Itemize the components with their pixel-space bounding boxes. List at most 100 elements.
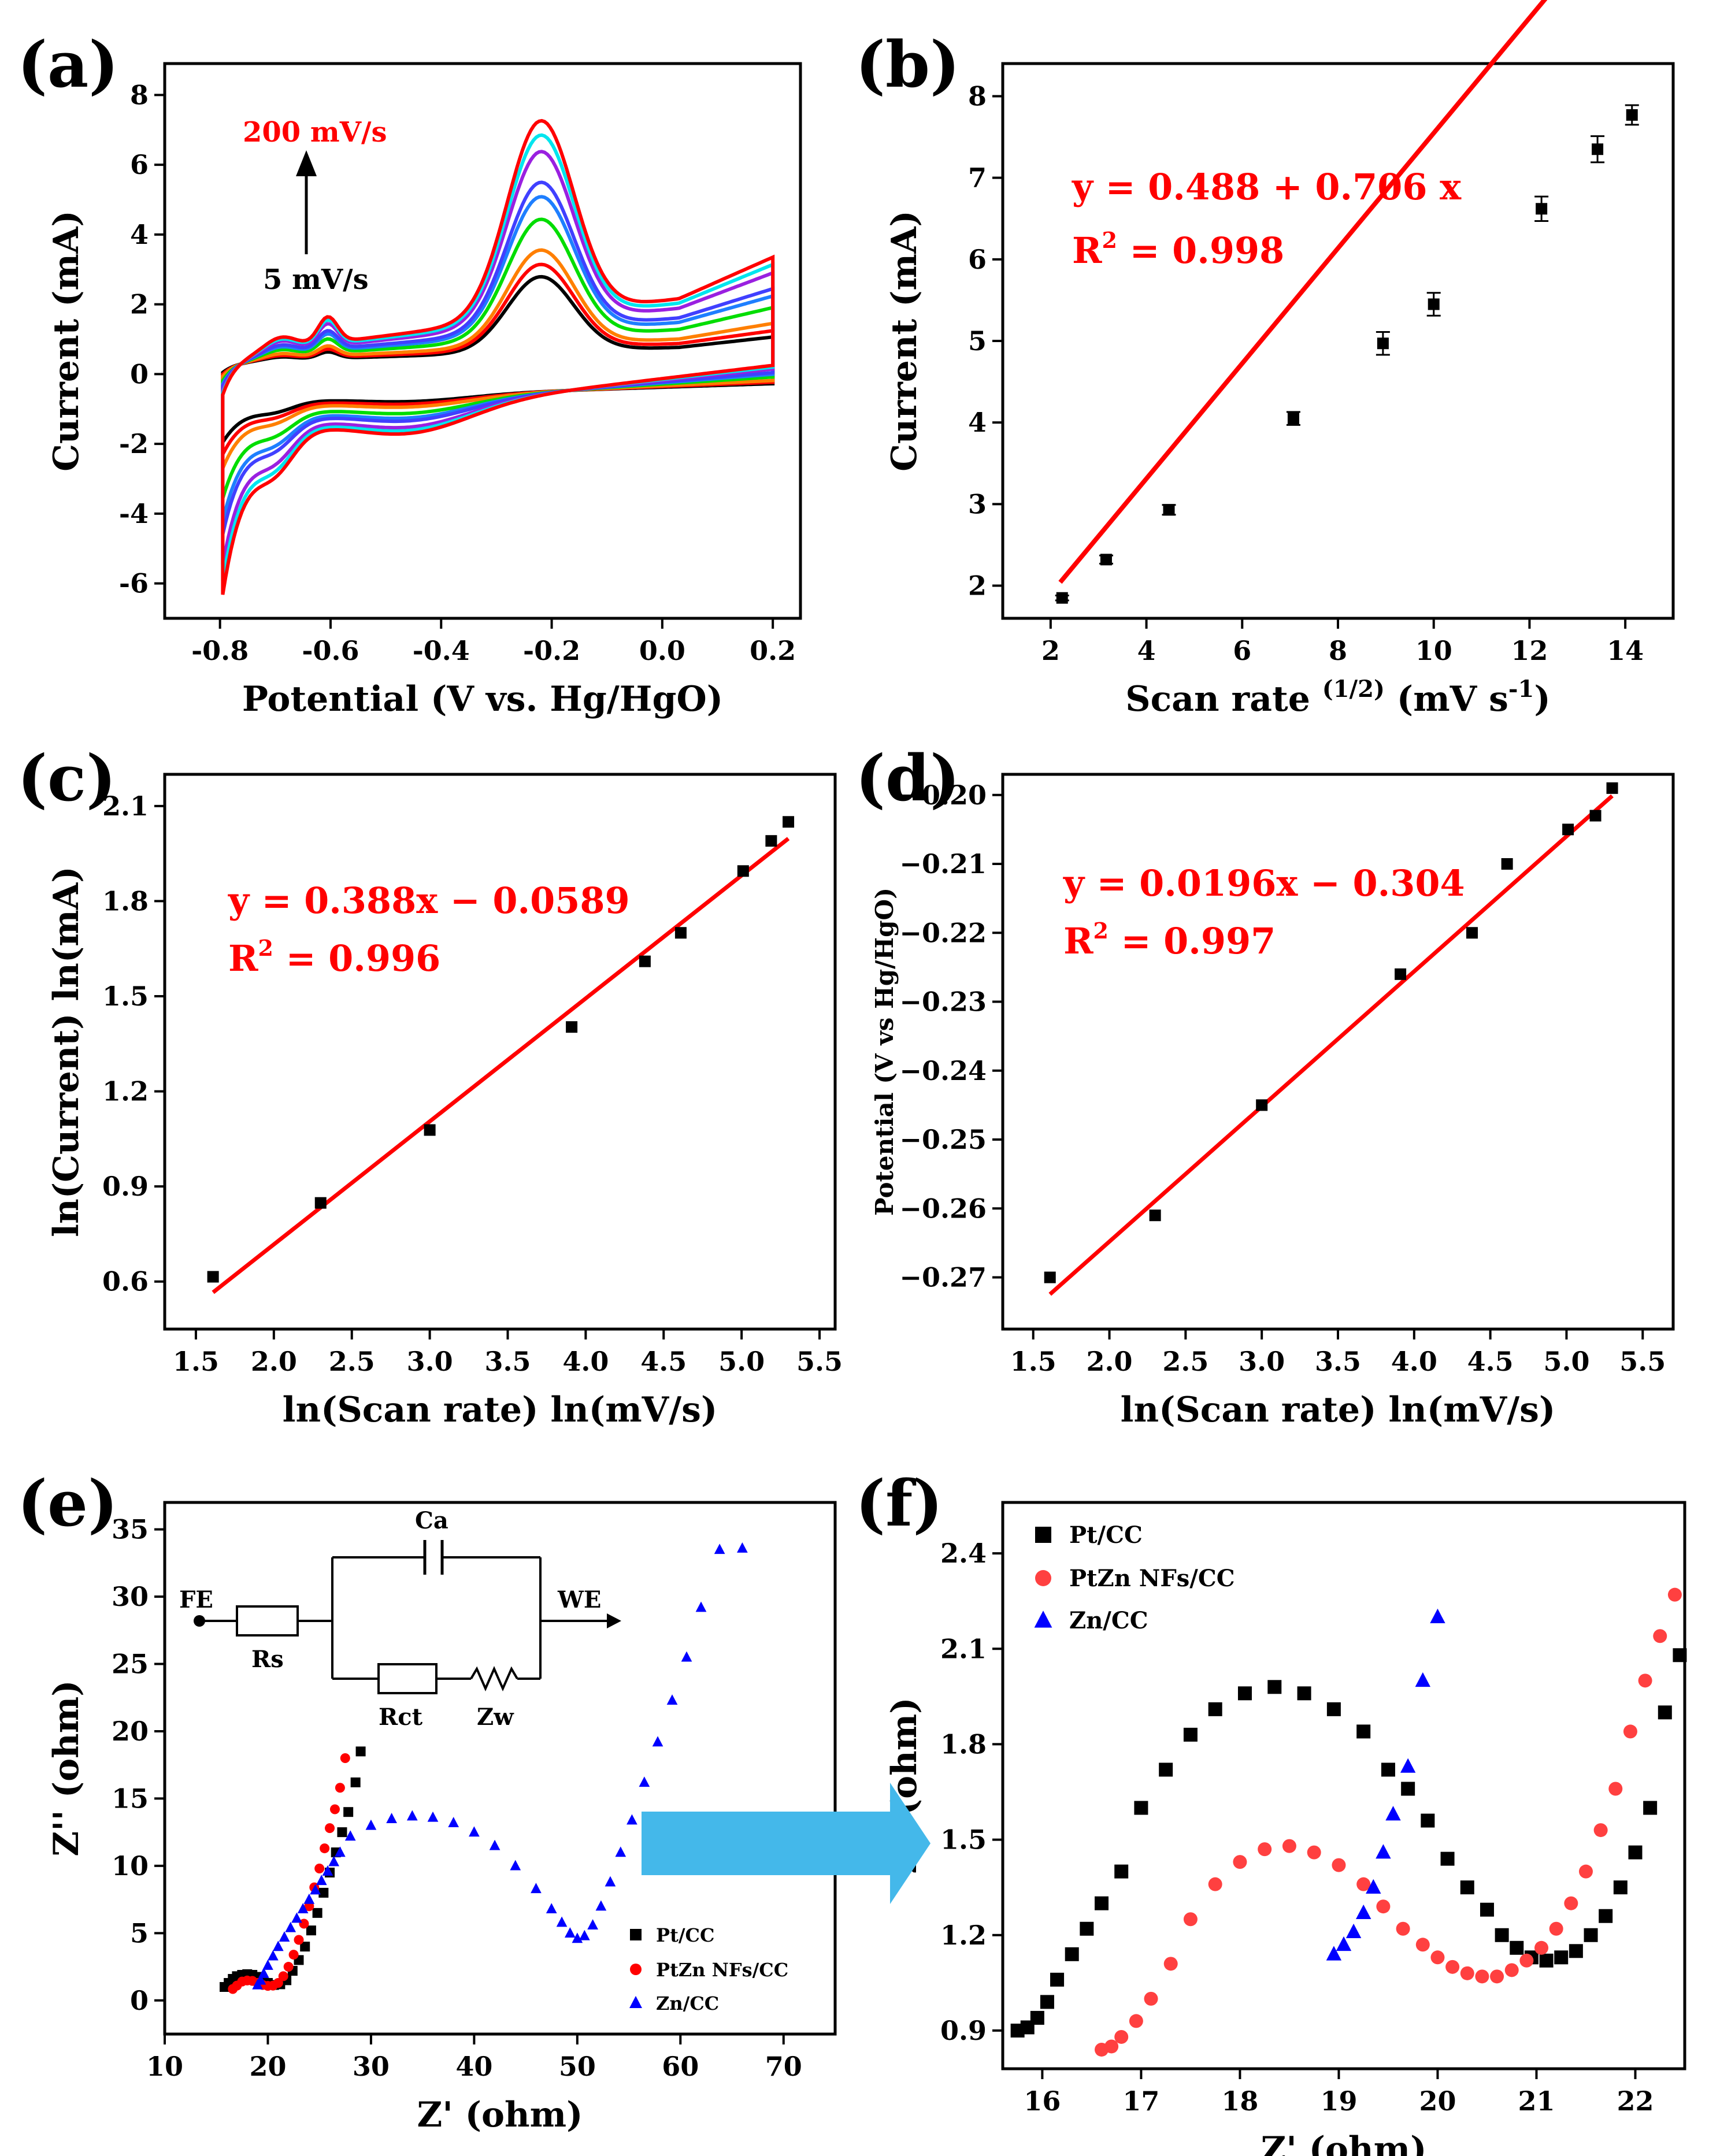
- legend-label: Pt/CC: [1069, 1522, 1143, 1549]
- x-tick-label: 60: [662, 2051, 699, 2082]
- point-circle: [1282, 1839, 1296, 1853]
- panel-label-d: (d): [855, 741, 960, 815]
- data-point: [207, 1271, 219, 1283]
- x-tick-label: 4: [1137, 635, 1156, 666]
- x-tick-label: 4.0: [562, 1346, 609, 1377]
- circuit-label-rs: Rs: [251, 1646, 284, 1673]
- point-circle: [1504, 1963, 1519, 1977]
- point-circle: [1415, 1938, 1430, 1952]
- r-squared-label: R: [1063, 920, 1093, 962]
- point-circle: [1129, 2014, 1143, 2028]
- x-axis-label: ln(Scan rate) ln(mV/s): [283, 1390, 718, 1430]
- y-tick-label: 1.5: [102, 981, 149, 1012]
- point-square: [312, 1908, 322, 1918]
- point-square: [1495, 1928, 1509, 1942]
- point-square: [1510, 1940, 1524, 1955]
- x-tick-label: -0.6: [302, 635, 359, 666]
- point-circle: [283, 1962, 294, 1972]
- point-circle: [1163, 1957, 1178, 1971]
- panel-label-f: (f): [855, 1466, 943, 1541]
- point-square: [1030, 2010, 1044, 2025]
- legend-label: Zn/CC: [656, 1992, 719, 2014]
- x-tick-label: 4.5: [1467, 1346, 1514, 1377]
- point-triangle: [316, 1875, 327, 1886]
- y-tick-label: 2.4: [940, 1538, 987, 1569]
- data-point: [1562, 823, 1574, 836]
- y-tick-label: −0.26: [899, 1193, 987, 1224]
- point-square: [1628, 1845, 1643, 1860]
- point-triangle: [448, 1817, 459, 1827]
- y-tick-label: −0.27: [899, 1262, 987, 1293]
- cv-curve-150-mV-s: [221, 150, 775, 565]
- point-triangle: [1376, 1844, 1391, 1859]
- r-squared-label: R: [228, 937, 258, 979]
- x-tick-label: 4.5: [640, 1346, 687, 1377]
- point-circle: [1653, 1629, 1667, 1643]
- point-triangle: [328, 1856, 340, 1866]
- x-axis-label-sup: (1/2): [1322, 676, 1385, 703]
- x-axis-label: ln(Scan rate) ln(mV/s): [1121, 1390, 1556, 1430]
- data-point: [1287, 413, 1299, 425]
- point-triangle: [386, 1813, 397, 1823]
- y-tick-label: 0: [130, 1985, 149, 2016]
- y-tick-label: 1.2: [940, 1920, 987, 1951]
- point-triangle: [510, 1860, 521, 1871]
- x-tick-label: -0.4: [413, 635, 470, 666]
- legend-label: Zn/CC: [1069, 1607, 1148, 1634]
- circuit-label-ca: Ca: [415, 1507, 448, 1534]
- r-squared-sup: 2: [1102, 227, 1117, 253]
- data-point: [674, 927, 687, 939]
- point-square: [318, 1887, 329, 1898]
- y-tick-label: 2: [130, 289, 149, 320]
- y-tick-label: 1.8: [102, 885, 149, 916]
- x-tick-label: 2.5: [1162, 1346, 1208, 1377]
- x-tick-label: 18: [1221, 2086, 1258, 2117]
- x-tick-label: 21: [1518, 2086, 1555, 2117]
- x-tick-label: 8: [1329, 635, 1347, 666]
- point-circle: [1430, 1950, 1445, 1965]
- point-square: [1554, 1950, 1569, 1965]
- x-axis-label: Z' (ohm): [417, 2095, 583, 2135]
- data-point: [1466, 927, 1478, 939]
- cv-curve-100-mV-s: [221, 180, 775, 535]
- point-square: [1381, 1762, 1395, 1777]
- panel-a-cv-chart: -0.8 -0.6 -0.4 -0.2 0.0 0.2 -6 -4 -2 0 2 4 6 8 Potenti…: [46, 62, 802, 719]
- x-tick-label: 40: [455, 2051, 492, 2082]
- point-triangle: [639, 1776, 650, 1787]
- data-point: [1044, 1271, 1056, 1283]
- point-circle: [335, 1783, 345, 1793]
- point-square: [1539, 1953, 1554, 1968]
- x-axis-label-unit-sup: -1: [1508, 676, 1534, 703]
- point-triangle: [714, 1543, 725, 1554]
- point-circle: [288, 1950, 299, 1960]
- point-triangle: [365, 1819, 377, 1830]
- x-tick-label: 0.2: [750, 635, 796, 666]
- x-tick-label: 3.0: [407, 1346, 453, 1377]
- circuit-label-fe: FE: [179, 1586, 213, 1613]
- fit-line: [1048, 794, 1614, 1296]
- r-squared: R2 = 0.998: [1072, 227, 1284, 272]
- legend-marker-triangle: [629, 1996, 642, 2008]
- x-axis-label: Z' (ohm): [1261, 2129, 1427, 2156]
- point-square: [1569, 1944, 1583, 1958]
- y-tick-label: 25: [112, 1648, 149, 1679]
- r-squared-sup: 2: [258, 935, 273, 961]
- data-point: [1589, 810, 1602, 822]
- legend-label: PtZn NFs/CC: [656, 1959, 788, 1981]
- fit-equation: y = 0.0196x − 0.304: [1063, 862, 1465, 904]
- circuit-label-zw: Zw: [477, 1704, 514, 1731]
- annotation-high-rate: 200 mV/s: [243, 116, 387, 149]
- point-square: [1613, 1880, 1628, 1895]
- point-triangle: [1366, 1879, 1381, 1894]
- point-circle: [1104, 2039, 1119, 2054]
- point-square: [1673, 1648, 1687, 1663]
- data-point: [737, 865, 749, 877]
- point-circle: [1475, 1969, 1489, 1984]
- legend-marker-circle: [630, 1964, 642, 1975]
- legend-marker-triangle: [1034, 1610, 1052, 1628]
- point-square: [1208, 1702, 1222, 1716]
- y-tick-label: −0.20: [899, 780, 987, 811]
- resistor-rs: [236, 1605, 299, 1637]
- point-circle: [1460, 1966, 1474, 1980]
- point-circle: [1332, 1858, 1346, 1872]
